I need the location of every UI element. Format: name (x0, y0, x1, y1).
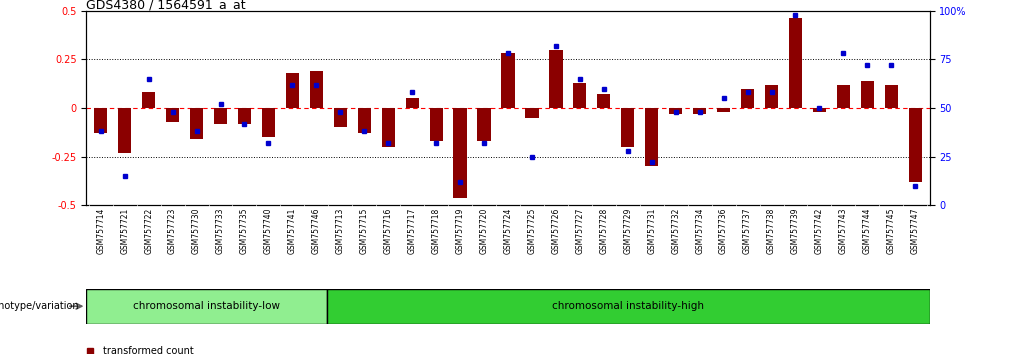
Bar (94, 108, 108, 133)
Text: chromosomal instability-low: chromosomal instability-low (133, 301, 280, 311)
Text: GSM757719: GSM757719 (455, 208, 464, 254)
Bar (190, 108, 203, 139)
Text: GSM757720: GSM757720 (480, 208, 489, 254)
Bar (670, 108, 683, 114)
Bar (453, 108, 466, 198)
Bar (693, 108, 706, 114)
Text: GSM757717: GSM757717 (407, 208, 417, 254)
Text: GSM757724: GSM757724 (504, 208, 512, 254)
Text: GSM757746: GSM757746 (312, 208, 321, 254)
Text: GSM757728: GSM757728 (599, 208, 609, 254)
Text: GSM757739: GSM757739 (791, 208, 800, 254)
Bar (478, 108, 491, 141)
Bar (86, 289, 327, 324)
Bar (813, 108, 826, 112)
Bar (430, 108, 443, 141)
Bar (118, 108, 131, 153)
Bar (238, 108, 251, 124)
Bar (573, 82, 586, 108)
Bar (550, 50, 563, 108)
Text: GSM757718: GSM757718 (432, 208, 441, 254)
Bar (358, 108, 371, 133)
Text: GSM757714: GSM757714 (97, 208, 106, 254)
Bar (597, 95, 611, 108)
Text: GDS4380 / 1564591_a_at: GDS4380 / 1564591_a_at (86, 0, 246, 11)
Bar (645, 108, 658, 166)
Text: GSM757740: GSM757740 (264, 208, 273, 254)
Text: GSM757736: GSM757736 (719, 208, 728, 254)
Text: GSM757713: GSM757713 (336, 208, 344, 254)
Bar (765, 85, 778, 108)
Bar (382, 108, 395, 147)
Bar (327, 289, 930, 324)
Text: GSM757727: GSM757727 (575, 208, 584, 254)
Text: GSM757733: GSM757733 (216, 208, 225, 254)
Bar (525, 108, 538, 118)
Text: GSM757726: GSM757726 (552, 208, 561, 254)
Text: GSM757716: GSM757716 (384, 208, 393, 254)
Bar (285, 73, 299, 108)
Text: GSM757743: GSM757743 (839, 208, 848, 254)
Bar (861, 81, 874, 108)
Bar (741, 88, 754, 108)
Text: GSM757735: GSM757735 (240, 208, 249, 254)
Bar (166, 108, 179, 122)
Bar (908, 108, 922, 182)
Text: GSM757747: GSM757747 (910, 208, 919, 254)
Text: GSM757721: GSM757721 (120, 208, 129, 254)
Text: GSM757723: GSM757723 (168, 208, 177, 254)
Bar (405, 98, 419, 108)
Bar (837, 85, 850, 108)
Text: GSM757741: GSM757741 (288, 208, 297, 254)
Text: GSM757745: GSM757745 (887, 208, 896, 254)
Text: GSM757722: GSM757722 (144, 208, 153, 254)
Bar (142, 92, 155, 108)
Bar (885, 85, 898, 108)
Bar (310, 71, 323, 108)
Text: GSM757742: GSM757742 (815, 208, 824, 254)
Bar (621, 108, 634, 147)
Text: GSM757734: GSM757734 (695, 208, 704, 254)
Text: GSM757738: GSM757738 (767, 208, 776, 254)
Text: GSM757715: GSM757715 (360, 208, 369, 254)
Bar (502, 53, 514, 108)
Bar (214, 108, 228, 124)
Bar (333, 108, 346, 127)
Text: GSM757730: GSM757730 (192, 208, 201, 254)
Text: chromosomal instability-high: chromosomal instability-high (553, 301, 704, 311)
Bar (788, 18, 802, 108)
Text: transformed count: transformed count (103, 346, 193, 354)
Text: GSM757731: GSM757731 (647, 208, 656, 254)
Text: GSM757737: GSM757737 (743, 208, 752, 254)
Text: GSM757732: GSM757732 (672, 208, 680, 254)
Text: GSM757729: GSM757729 (623, 208, 632, 254)
Text: GSM757725: GSM757725 (527, 208, 536, 254)
Text: GSM757744: GSM757744 (863, 208, 872, 254)
Bar (262, 108, 275, 137)
Text: genotype/variation: genotype/variation (0, 301, 81, 311)
Bar (717, 108, 731, 112)
